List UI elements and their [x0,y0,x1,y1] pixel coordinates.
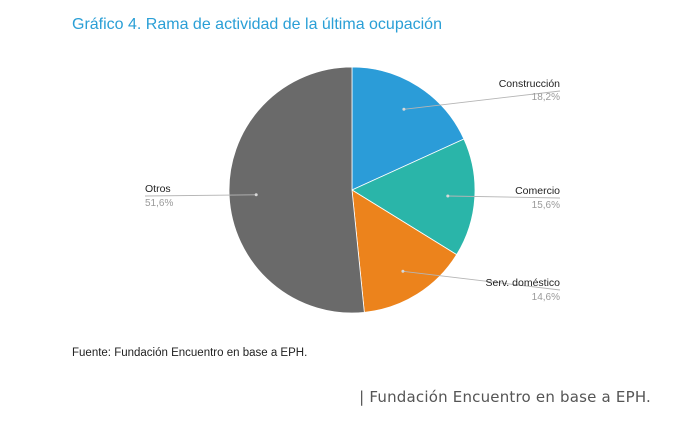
leader-dot [401,269,405,273]
slice-value-otros: 51,6% [145,198,174,209]
slice-label-comercio: Comercio [515,185,560,197]
chart-card: Gráfico 4. Rama de actividad de la últim… [72,16,561,359]
slice-value-serv-domestico: 14,6% [531,292,560,303]
pie-chart [144,66,561,314]
leader-line [403,90,561,110]
pie-slice-serv-dom-stico [351,189,458,313]
leader-dot [446,194,450,198]
leader-line [447,195,561,199]
leader-dot [254,193,258,197]
leader-line [402,270,561,291]
slice-label-otros: Otros [145,183,171,195]
pie-slice-comercio [351,138,476,256]
slice-label-construccion: Construcción [498,78,560,90]
pie-slice-otros [228,66,365,314]
chart-title: Gráfico 4. Rama de actividad de la últim… [72,16,442,33]
slice-value-comercio: 15,6% [531,200,560,211]
slice-label-serv-domestico: Serv. doméstico [485,277,561,289]
leader-line [144,194,257,197]
slice-value-construccion: 18,2% [531,92,560,103]
source-note: Fuente: Fundación Encuentro en base a EP… [72,347,308,359]
image-credit: | Fundación Encuentro en base a EPH. [359,388,651,406]
leader-dot [402,107,406,111]
pie-slice-construcci-n [351,66,465,191]
